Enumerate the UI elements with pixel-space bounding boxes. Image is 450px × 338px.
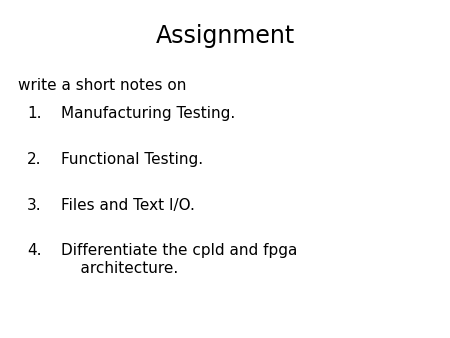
Text: Functional Testing.: Functional Testing.	[61, 152, 203, 167]
Text: Files and Text I/O.: Files and Text I/O.	[61, 198, 194, 213]
Text: 2.: 2.	[27, 152, 41, 167]
Text: 3.: 3.	[27, 198, 41, 213]
Text: Differentiate the cpld and fpga
    architecture.: Differentiate the cpld and fpga architec…	[61, 243, 297, 276]
Text: 1.: 1.	[27, 106, 41, 121]
Text: Manufacturing Testing.: Manufacturing Testing.	[61, 106, 235, 121]
Text: 4.: 4.	[27, 243, 41, 258]
Text: write a short notes on: write a short notes on	[18, 78, 186, 93]
Text: Assignment: Assignment	[155, 24, 295, 48]
